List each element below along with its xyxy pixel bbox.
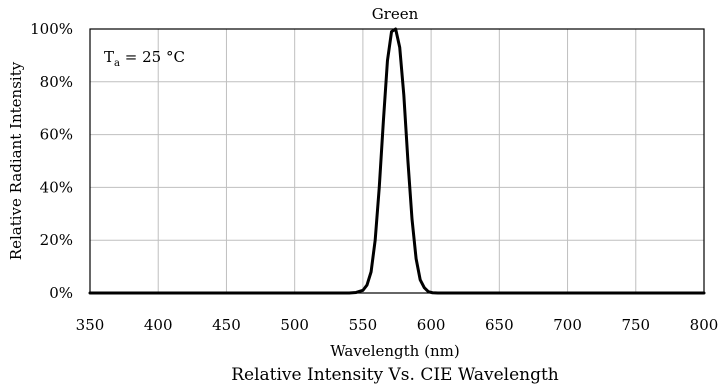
x-tick-label: 350	[76, 316, 105, 334]
x-tick-label: 800	[690, 316, 718, 334]
chart-caption: Relative Intensity Vs. CIE Wavelength	[231, 365, 559, 385]
annotation-base: T	[104, 48, 114, 66]
x-tick-label: 500	[280, 316, 309, 334]
y-tick-label: 20%	[40, 231, 73, 249]
y-tick-label: 80%	[40, 73, 73, 91]
x-tick-label: 400	[144, 316, 173, 334]
x-tick-label: 700	[553, 316, 582, 334]
y-axis-label: Relative Radiant Intensity	[7, 61, 25, 260]
y-tick-label: 0%	[49, 284, 73, 302]
temperature-annotation: Ta = 25 °C	[104, 48, 185, 69]
plot-area-frame	[89, 28, 705, 294]
x-axis-label: Wavelength (nm)	[330, 342, 459, 360]
x-tick-label: 450	[212, 316, 241, 334]
x-tick-label: 750	[621, 316, 650, 334]
annotation-rest: = 25 °C	[120, 48, 185, 66]
y-tick-label: 60%	[40, 126, 73, 144]
x-tick-label: 550	[349, 316, 378, 334]
x-tick-label: 600	[417, 316, 446, 334]
grid	[89, 28, 705, 294]
y-tick-label: 40%	[40, 178, 73, 196]
x-tick-label: 650	[485, 316, 514, 334]
annotation-subscript: a	[114, 58, 120, 69]
series-line-green	[88, 27, 706, 295]
y-tick-label: 100%	[30, 20, 73, 38]
chart-title: Green	[372, 5, 419, 23]
tick-labels: 350 400 450 500 550 600 650 700 750 800 0% 20% 40% 60…	[30, 20, 718, 334]
